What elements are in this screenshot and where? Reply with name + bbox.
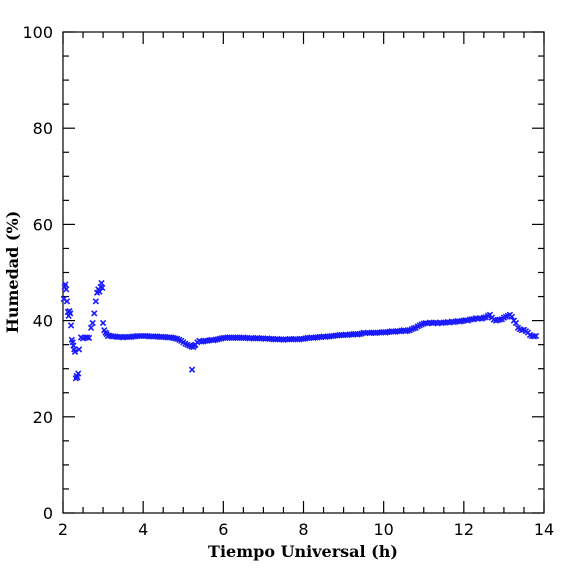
- data-point: [98, 279, 105, 287]
- y-tick-label: 40: [33, 312, 53, 331]
- data-point: [99, 319, 107, 327]
- data-point: [67, 310, 74, 317]
- x-tick-label: 8: [298, 520, 308, 539]
- data-point: [63, 286, 70, 293]
- data-point: [87, 324, 95, 331]
- data-point: [75, 370, 82, 377]
- data-point: [75, 346, 83, 353]
- data-point: [99, 284, 106, 292]
- y-axis-label: Humedad (%): [3, 211, 22, 334]
- data-point: [85, 334, 93, 342]
- data-point: [67, 322, 75, 329]
- axis-ticks: [62, 31, 545, 514]
- x-tick-label: 14: [534, 520, 554, 539]
- data-point: [532, 332, 540, 340]
- y-tick-label: 60: [33, 215, 53, 234]
- y-tick-label: 80: [33, 119, 53, 138]
- y-tick-labels: 0 20 40 60 80 100: [22, 23, 53, 523]
- plot-frame: [62, 31, 545, 514]
- x-tick-label: 2: [58, 520, 68, 539]
- data-point: [71, 348, 79, 356]
- data-point: [63, 298, 71, 305]
- data-point: [91, 310, 98, 317]
- data-point: [508, 313, 516, 320]
- data-point: [62, 281, 69, 288]
- y-tick-label: 20: [33, 408, 53, 427]
- x-tick-label: 4: [138, 520, 148, 539]
- x-tick-label: 10: [373, 520, 393, 539]
- y-tick-label: 0: [43, 504, 53, 523]
- data-points: [60, 279, 540, 382]
- data-point: [512, 319, 520, 327]
- data-point: [92, 298, 100, 305]
- x-tick-labels: 2 4 6 8 10 12 14: [58, 520, 554, 539]
- x-axis-label: Tiempo Universal (h): [208, 542, 398, 561]
- x-tick-label: 12: [454, 520, 474, 539]
- x-tick-label: 6: [218, 520, 228, 539]
- data-point: [188, 366, 196, 373]
- y-tick-label: 100: [22, 23, 53, 42]
- data-point: [89, 319, 96, 327]
